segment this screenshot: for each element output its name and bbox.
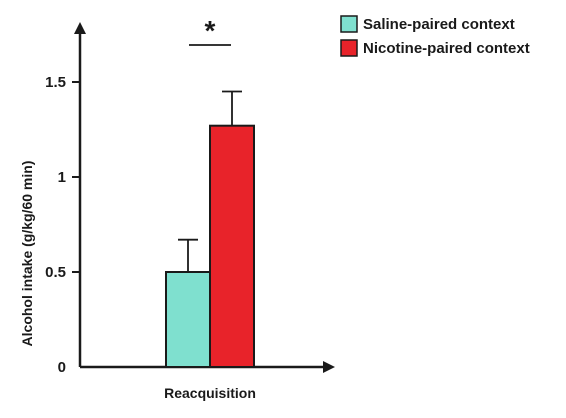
- legend-label: Nicotine-paired context: [363, 40, 530, 57]
- bar-saline-paired-context: [165, 271, 211, 368]
- significance-marker: *: [189, 15, 231, 46]
- y-tick-label: 0: [58, 359, 66, 376]
- legend-label: Saline-paired context: [363, 16, 515, 33]
- legend: Saline-paired context Nicotine-paired con…: [340, 15, 530, 57]
- bar-nicotine-paired-context: [209, 124, 255, 368]
- legend-swatch: [340, 39, 358, 57]
- legend-swatch: [340, 15, 358, 33]
- y-tick-label: 1.5: [45, 74, 66, 91]
- x-axis-arrow-icon: [323, 361, 335, 373]
- significance-star: *: [205, 15, 216, 46]
- y-axis-arrow-icon: [74, 22, 86, 34]
- x-category-label: Reacquisition: [164, 385, 256, 401]
- y-axis-ticks: 0 0.5 1 1.5: [45, 74, 80, 376]
- axis-labels: Reacquisition Alcohol intake (g/kg/60 min…: [19, 161, 256, 401]
- y-tick-label: 1: [58, 169, 66, 186]
- error-bars: [178, 90, 242, 272]
- y-tick-label: 0.5: [45, 264, 66, 281]
- bars: [165, 124, 255, 368]
- y-axis-label: Alcohol intake (g/kg/60 min): [19, 161, 35, 347]
